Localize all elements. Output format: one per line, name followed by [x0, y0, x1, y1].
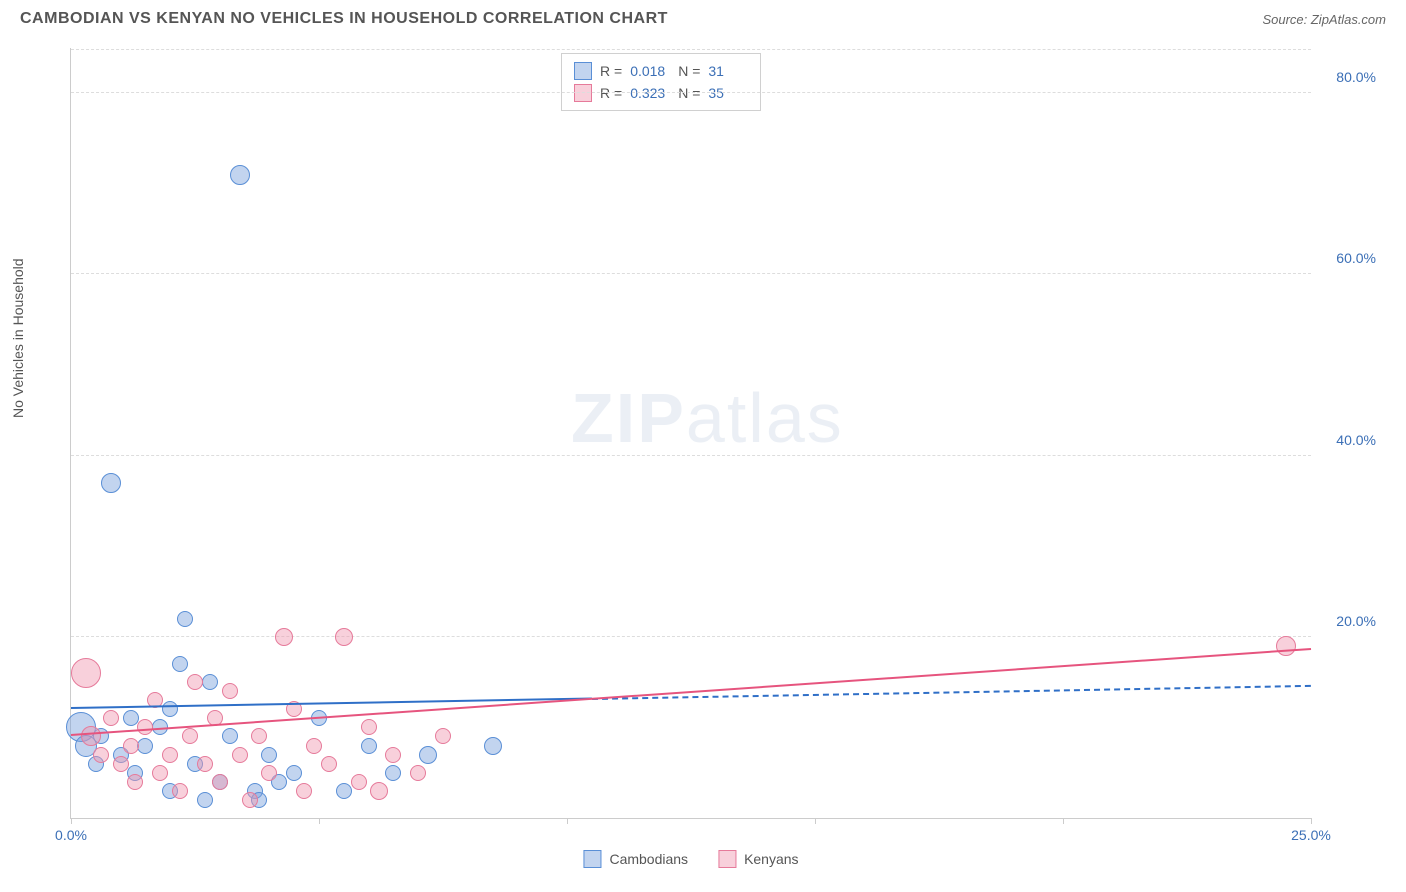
source-label: Source: ZipAtlas.com [1262, 12, 1386, 27]
data-point [230, 165, 250, 185]
data-point [1276, 636, 1296, 656]
data-point [351, 774, 367, 790]
series-legend: Cambodians Kenyans [583, 850, 798, 868]
data-point [410, 765, 426, 781]
data-point [103, 710, 119, 726]
gridline [71, 273, 1311, 274]
gridline [71, 455, 1311, 456]
data-point [172, 656, 188, 672]
data-point [137, 738, 153, 754]
trend-line [71, 648, 1311, 736]
stats-legend: R =0.018N =31R =0.323N =35 [561, 53, 761, 111]
data-point [182, 728, 198, 744]
data-point [385, 765, 401, 781]
data-point [361, 719, 377, 735]
y-tick-label: 20.0% [1336, 613, 1376, 629]
data-point [113, 756, 129, 772]
legend-label: Cambodians [609, 851, 688, 867]
gridline [71, 49, 1311, 50]
gridline [71, 636, 1311, 637]
x-tick-label: 25.0% [1291, 827, 1331, 843]
r-value: 0.018 [630, 63, 670, 79]
scatter-plot: ZIPatlas R =0.018N =31R =0.323N =35 Camb… [70, 48, 1311, 819]
data-point [212, 774, 228, 790]
data-point [336, 783, 352, 799]
legend-item: Cambodians [583, 850, 688, 868]
data-point [335, 628, 353, 646]
data-point [123, 710, 139, 726]
legend-swatch [583, 850, 601, 868]
x-tick-mark [567, 818, 568, 824]
data-point [261, 765, 277, 781]
legend-swatch [574, 62, 592, 80]
r-label: R = [600, 63, 622, 79]
watermark: ZIPatlas [571, 378, 844, 458]
x-tick-mark [1063, 818, 1064, 824]
data-point [484, 737, 502, 755]
data-point [306, 738, 322, 754]
y-tick-label: 60.0% [1336, 250, 1376, 266]
data-point [93, 747, 109, 763]
legend-item: Kenyans [718, 850, 798, 868]
data-point [71, 658, 101, 688]
data-point [321, 756, 337, 772]
data-point [162, 747, 178, 763]
data-point [197, 792, 213, 808]
data-point [435, 728, 451, 744]
data-point [172, 783, 188, 799]
data-point [197, 756, 213, 772]
data-point [162, 701, 178, 717]
legend-swatch [718, 850, 736, 868]
data-point [222, 683, 238, 699]
x-tick-mark [71, 818, 72, 824]
data-point [202, 674, 218, 690]
data-point [81, 726, 101, 746]
n-label: N = [678, 63, 700, 79]
data-point [296, 783, 312, 799]
data-point [361, 738, 377, 754]
x-tick-mark [815, 818, 816, 824]
y-tick-label: 40.0% [1336, 432, 1376, 448]
x-tick-mark [319, 818, 320, 824]
data-point [385, 747, 401, 763]
data-point [275, 628, 293, 646]
data-point [127, 774, 143, 790]
y-axis-label: No Vehicles in Household [10, 258, 26, 418]
chart-title: CAMBODIAN VS KENYAN NO VEHICLES IN HOUSE… [20, 10, 668, 28]
data-point [242, 792, 258, 808]
data-point [101, 473, 121, 493]
data-point [222, 728, 238, 744]
x-tick-mark [1311, 818, 1312, 824]
data-point [232, 747, 248, 763]
stats-row: R = 0.018 N = 31 [574, 60, 748, 82]
gridline [71, 92, 1311, 93]
data-point [187, 674, 203, 690]
header: CAMBODIAN VS KENYAN NO VEHICLES IN HOUSE… [0, 0, 1406, 38]
data-point [177, 611, 193, 627]
data-point [251, 728, 267, 744]
n-value: 31 [708, 63, 748, 79]
data-point [419, 746, 437, 764]
data-point [261, 747, 277, 763]
data-point [370, 782, 388, 800]
data-point [123, 738, 139, 754]
legend-label: Kenyans [744, 851, 798, 867]
y-tick-label: 80.0% [1336, 69, 1376, 85]
x-tick-label: 0.0% [55, 827, 87, 843]
data-point [286, 765, 302, 781]
data-point [152, 765, 168, 781]
